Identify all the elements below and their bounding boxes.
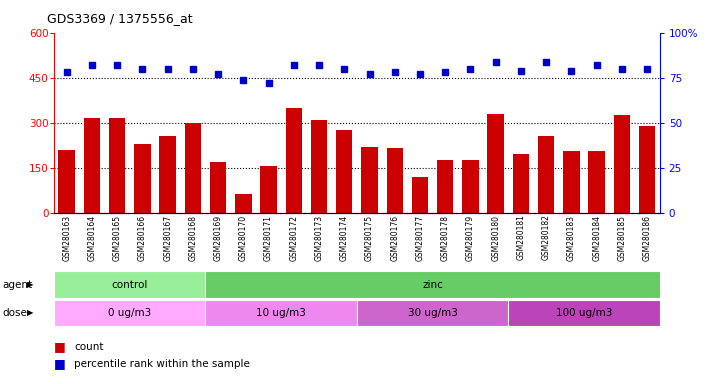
Text: ■: ■	[54, 358, 66, 371]
Bar	[357, 300, 508, 326]
Bar	[205, 271, 660, 298]
Text: ▶: ▶	[27, 280, 33, 289]
Bar	[159, 136, 176, 213]
Text: 30 ug/m3: 30 ug/m3	[407, 308, 458, 318]
Bar	[614, 115, 630, 213]
Bar	[185, 123, 201, 213]
Bar	[311, 120, 327, 213]
Text: 0 ug/m3: 0 ug/m3	[108, 308, 151, 318]
Text: dose: dose	[2, 308, 27, 318]
Bar	[260, 167, 277, 213]
Bar	[412, 177, 428, 213]
Bar	[210, 162, 226, 213]
Bar	[538, 136, 554, 213]
Bar	[639, 126, 655, 213]
Text: ▶: ▶	[27, 308, 33, 317]
Bar	[462, 161, 479, 213]
Bar	[588, 151, 605, 213]
Bar	[513, 154, 529, 213]
Text: zinc: zinc	[423, 280, 443, 290]
Bar	[205, 300, 357, 326]
Bar	[84, 118, 100, 213]
Bar	[487, 114, 504, 213]
Text: 100 ug/m3: 100 ug/m3	[556, 308, 612, 318]
Bar	[437, 161, 454, 213]
Bar	[336, 131, 353, 213]
Bar	[361, 147, 378, 213]
Bar	[286, 108, 302, 213]
Text: GDS3369 / 1375556_at: GDS3369 / 1375556_at	[47, 12, 193, 25]
Text: agent: agent	[2, 280, 32, 290]
Text: 10 ug/m3: 10 ug/m3	[256, 308, 306, 318]
Bar	[563, 151, 580, 213]
Text: percentile rank within the sample: percentile rank within the sample	[74, 359, 250, 369]
Bar	[235, 194, 252, 213]
Text: control: control	[112, 280, 148, 290]
Bar	[508, 300, 660, 326]
Bar	[386, 149, 403, 213]
Text: ■: ■	[54, 340, 66, 353]
Bar	[58, 150, 75, 213]
Bar	[134, 144, 151, 213]
Bar	[109, 118, 125, 213]
Bar	[54, 271, 205, 298]
Bar	[54, 300, 205, 326]
Text: count: count	[74, 342, 104, 352]
